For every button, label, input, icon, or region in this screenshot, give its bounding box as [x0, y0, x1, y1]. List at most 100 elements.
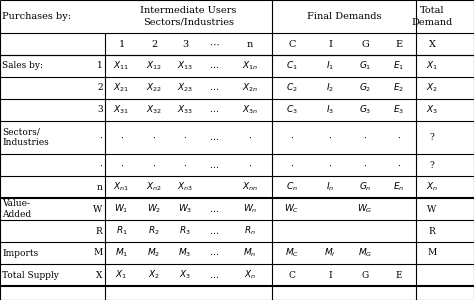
Text: $\cdots$: $\cdots$: [209, 248, 219, 257]
Text: ?: ?: [429, 160, 434, 169]
Text: $\cdot$: $\cdot$: [248, 160, 252, 169]
Text: $G_3$: $G_3$: [359, 104, 371, 116]
Text: $\cdot$: $\cdot$: [119, 160, 123, 169]
Text: $C_3$: $C_3$: [286, 104, 298, 116]
Text: $\cdot$: $\cdot$: [119, 133, 123, 142]
Text: $\cdot$: $\cdot$: [290, 160, 294, 169]
Text: $X_3$: $X_3$: [426, 104, 438, 116]
Text: W: W: [428, 205, 437, 214]
Text: $\cdot$: $\cdot$: [397, 133, 401, 142]
Text: $M_3$: $M_3$: [178, 247, 191, 259]
Text: Final Demands: Final Demands: [307, 12, 381, 21]
Text: $X_{11}$: $X_{11}$: [113, 60, 129, 72]
Text: $\cdot$: $\cdot$: [152, 160, 156, 169]
Text: X: X: [428, 40, 436, 49]
Text: $I_3$: $I_3$: [326, 104, 334, 116]
Text: Sales by:: Sales by:: [2, 61, 43, 70]
Text: Imports: Imports: [2, 248, 38, 257]
Text: Value-
Added: Value- Added: [2, 199, 31, 219]
Text: $\cdots$: $\cdots$: [209, 205, 219, 214]
Text: $\cdot$: $\cdot$: [99, 133, 103, 142]
Text: $G_n$: $G_n$: [359, 181, 371, 193]
Text: 2: 2: [97, 83, 103, 92]
Text: $\cdot$: $\cdot$: [183, 133, 187, 142]
Text: $I_n$: $I_n$: [326, 181, 334, 193]
Text: $X_2$: $X_2$: [426, 82, 438, 94]
Text: $\cdot$: $\cdot$: [363, 160, 367, 169]
Text: $E_1$: $E_1$: [393, 60, 405, 72]
Text: $\cdots$: $\cdots$: [209, 61, 219, 70]
Text: $X_{22}$: $X_{22}$: [146, 82, 162, 94]
Text: $W_G$: $W_G$: [357, 203, 373, 215]
Text: 2: 2: [151, 40, 157, 49]
Text: $M_2$: $M_2$: [147, 247, 161, 259]
Text: $X_n$: $X_n$: [426, 181, 438, 193]
Text: $\cdot$: $\cdot$: [397, 160, 401, 169]
Text: 1: 1: [97, 61, 103, 70]
Text: $E_3$: $E_3$: [393, 104, 405, 116]
Text: Total Supply: Total Supply: [2, 271, 59, 280]
Text: $R_n$: $R_n$: [244, 225, 256, 237]
Text: G: G: [361, 40, 369, 49]
Text: $M_G$: $M_G$: [358, 247, 372, 259]
Text: $X_{nn}$: $X_{nn}$: [242, 181, 258, 193]
Text: n: n: [247, 40, 253, 49]
Text: $I_2$: $I_2$: [326, 82, 334, 94]
Text: $\cdots$: $\cdots$: [209, 106, 219, 115]
Text: $X_{n2}$: $X_{n2}$: [146, 181, 162, 193]
Text: $\cdot$: $\cdot$: [248, 133, 252, 142]
Text: $W_n$: $W_n$: [243, 203, 257, 215]
Text: $W_1$: $W_1$: [114, 203, 129, 215]
Text: $\cdot$: $\cdot$: [328, 160, 332, 169]
Text: $X_{n3}$: $X_{n3}$: [177, 181, 193, 193]
Text: $\cdots$: $\cdots$: [209, 133, 219, 142]
Text: $E_2$: $E_2$: [393, 82, 404, 94]
Text: n: n: [97, 182, 103, 191]
Text: ?: ?: [429, 133, 434, 142]
Text: C: C: [288, 40, 296, 49]
Text: 1: 1: [118, 40, 125, 49]
Text: Purchases by:: Purchases by:: [2, 12, 72, 21]
Text: $G_2$: $G_2$: [359, 82, 371, 94]
Text: $X_{12}$: $X_{12}$: [146, 60, 162, 72]
Text: $\cdots$: $\cdots$: [209, 226, 219, 236]
Text: $X_{33}$: $X_{33}$: [177, 104, 193, 116]
Text: X: X: [96, 271, 103, 280]
Text: $R_2$: $R_2$: [148, 225, 160, 237]
Text: $\cdot$: $\cdot$: [183, 160, 187, 169]
Text: $I_1$: $I_1$: [326, 60, 334, 72]
Text: C: C: [289, 271, 295, 280]
Text: $\cdot$: $\cdot$: [363, 133, 367, 142]
Text: $X_3$: $X_3$: [179, 269, 191, 281]
Text: $X_1$: $X_1$: [116, 269, 128, 281]
Text: $X_{3n}$: $X_{3n}$: [242, 104, 258, 116]
Text: $X_{31}$: $X_{31}$: [113, 104, 129, 116]
Text: W: W: [93, 205, 103, 214]
Text: $C_2$: $C_2$: [286, 82, 298, 94]
Text: R: R: [96, 226, 103, 236]
Text: $\cdots$: $\cdots$: [209, 271, 219, 280]
Text: $\cdot$: $\cdot$: [290, 133, 294, 142]
Text: $X_1$: $X_1$: [426, 60, 438, 72]
Text: $X_{23}$: $X_{23}$: [177, 82, 193, 94]
Text: $\cdots$: $\cdots$: [209, 160, 219, 169]
Text: $R_3$: $R_3$: [179, 225, 191, 237]
Text: $X_2$: $X_2$: [148, 269, 160, 281]
Text: $X_{2n}$: $X_{2n}$: [242, 82, 258, 94]
Text: 3: 3: [97, 106, 103, 115]
Text: $M_1$: $M_1$: [115, 247, 128, 259]
Text: I: I: [328, 40, 332, 49]
Text: M: M: [428, 248, 437, 257]
Text: $\cdots$: $\cdots$: [209, 83, 219, 92]
Text: $W_C$: $W_C$: [284, 203, 300, 215]
Text: $G_1$: $G_1$: [359, 60, 371, 72]
Text: $X_n$: $X_n$: [244, 269, 256, 281]
Text: $\cdot$: $\cdot$: [99, 160, 103, 169]
Text: E: E: [395, 40, 402, 49]
Text: $X_{32}$: $X_{32}$: [146, 104, 162, 116]
Text: $E_n$: $E_n$: [393, 181, 405, 193]
Text: R: R: [428, 226, 436, 236]
Text: $R_1$: $R_1$: [116, 225, 128, 237]
Text: $M_C$: $M_C$: [285, 247, 299, 259]
Text: I: I: [328, 271, 332, 280]
